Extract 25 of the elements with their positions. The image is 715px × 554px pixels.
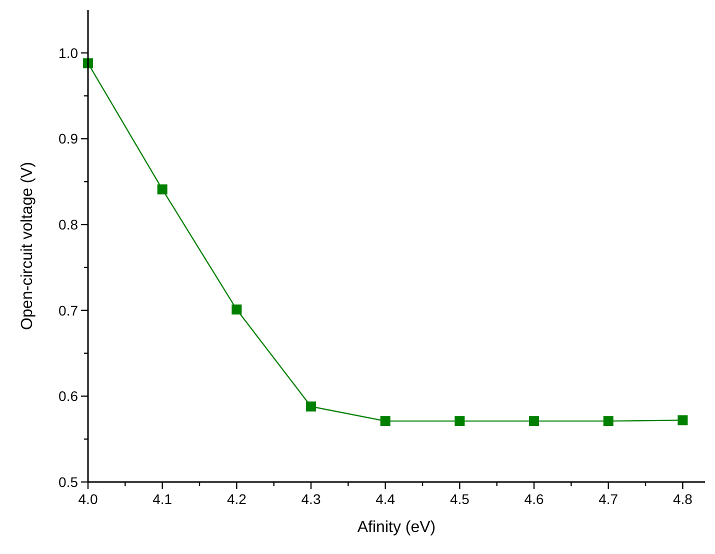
x-tick-label: 4.6 xyxy=(524,491,544,507)
x-tick-label: 4.4 xyxy=(376,491,396,507)
point xyxy=(157,184,168,194)
point xyxy=(454,416,465,426)
y-tick-label: 0.5 xyxy=(58,474,78,490)
y-tick-label: 0.9 xyxy=(58,130,78,147)
y-tick-label: 1.0 xyxy=(58,44,78,61)
y-tick-label: 0.7 xyxy=(58,302,78,318)
point xyxy=(380,416,390,426)
x-tick-label: 4.1 xyxy=(152,491,172,507)
x-tick-label: 4.5 xyxy=(450,491,470,507)
x-tick-label: 4.2 xyxy=(226,491,247,507)
point xyxy=(232,304,242,315)
x-tick-label: 4.8 xyxy=(672,491,693,507)
y-axis-title: Open-circuit voltage (V) xyxy=(19,162,36,330)
point xyxy=(603,416,614,426)
x-axis-title: Afinity (eV) xyxy=(357,519,436,536)
point xyxy=(678,415,688,426)
x-tick-label: 4.0 xyxy=(78,491,98,507)
y-tick-label: 0.8 xyxy=(58,216,78,233)
x-tick-label: 4.3 xyxy=(301,491,321,507)
y-tick-label: 0.6 xyxy=(58,388,78,404)
point xyxy=(306,401,316,412)
point xyxy=(529,416,540,426)
x-tick-label: 4.7 xyxy=(598,491,618,507)
